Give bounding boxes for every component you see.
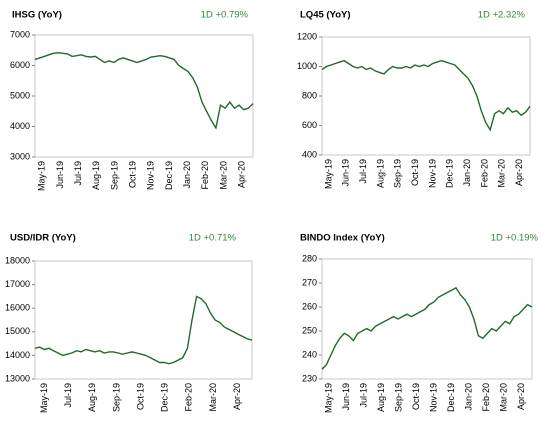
x-tick-label: Jan-20 [462,159,472,187]
x-tick-label: Dec-19 [446,383,456,412]
x-tick-label: Sep-19 [111,383,121,412]
x-tick-label: Oct-19 [410,159,420,186]
x-tick-label: Jan-20 [182,161,192,189]
x-tick-label: Dec-19 [164,161,174,190]
x-tick-label: Mar-20 [218,161,228,190]
y-tick-label: 3000 [10,151,30,161]
chart-panel: LQ45 (YoY) 1D +2.32% 400 600 800 1000 1200 May-… [297,10,531,189]
x-tick-label: Aug-19 [375,159,385,188]
x-tick-label: Mar-20 [497,159,507,188]
chart-panel: USD/IDR (YoY) 1D +0.71% 13000 14000 15000 160… [5,233,253,413]
x-tick-label: Nov-19 [427,159,437,188]
change-label: 1D +0.79% [201,10,249,21]
y-tick-label: 17000 [5,279,30,289]
x-tick-label: Sep-19 [109,161,119,190]
x-tick-label: Feb-20 [481,383,491,412]
x-tick-label: Jun-19 [55,161,65,189]
series-line [321,59,531,132]
x-tick-label: Dec-19 [160,383,170,412]
y-tick-label: 250 [302,325,317,335]
x-tick-label: Jul-19 [358,383,368,408]
x-tick-label: Feb-20 [200,161,210,190]
series-line [34,51,254,130]
x-tick-label: Sep-19 [393,159,403,188]
x-tick-label: Aug-19 [87,383,97,412]
x-tick-label: Apr-20 [236,161,246,188]
chart-panel: BINDO Index (YoY) 1D +0.19% 230 240 250 260 27… [300,233,539,414]
y-tick-label: 270 [302,277,317,287]
x-tick-label: Nov-19 [146,161,156,190]
y-tick-label: 15000 [5,326,30,336]
y-tick-label: 6000 [10,60,30,70]
chart-title: USD/IDR (YoY) [10,233,76,244]
x-tick-label: Sep-19 [393,383,403,412]
x-tick-label: Jan-20 [463,383,473,411]
y-tick-label: 5000 [10,90,30,100]
x-tick-label: May-19 [37,161,47,191]
x-tick-label: May-19 [323,159,333,189]
x-tick-label: Apr-20 [516,383,526,410]
x-tick-label: Jun-19 [341,159,351,187]
y-tick-label: 18000 [5,255,30,265]
x-tick-label: Mar-20 [498,383,508,412]
y-tick-label: 14000 [5,350,30,360]
chart-panel: IHSG (YoY) 1D +0.79% 3000 4000 5000 6000 7000 M… [10,10,254,191]
x-tick-label: Oct-19 [411,383,421,410]
y-tick-label: 1200 [297,31,317,41]
x-tick-label: Jun-19 [341,383,351,411]
change-label: 1D +0.19% [491,233,539,244]
change-label: 1D +2.32% [478,10,526,21]
y-tick-label: 400 [302,149,317,159]
plot-frame [321,258,533,380]
chart-title: IHSG (YoY) [12,10,62,21]
chart-title: LQ45 (YoY) [300,10,351,21]
series-line [321,286,533,370]
x-tick-label: May-19 [323,383,333,413]
x-tick-label: Apr-20 [514,159,524,186]
x-tick-label: Aug-19 [376,383,386,412]
x-tick-label: Feb-20 [479,159,489,188]
y-tick-label: 4000 [10,121,30,131]
x-tick-label: Aug-19 [91,161,101,190]
y-tick-label: 800 [302,90,317,100]
series-line [34,295,253,365]
chart-title: BINDO Index (YoY) [300,233,385,244]
plot-frame [321,36,531,156]
y-tick-label: 1000 [297,61,317,71]
x-tick-label: Feb-20 [184,383,194,412]
x-tick-label: Jul-19 [358,159,368,184]
x-tick-label: Nov-19 [428,383,438,412]
y-tick-label: 280 [302,253,317,263]
y-tick-label: 7000 [10,29,30,39]
y-tick-label: 240 [302,349,317,359]
y-tick-label: 13000 [5,373,30,383]
x-tick-label: May-19 [39,383,49,413]
y-tick-label: 230 [302,373,317,383]
x-tick-label: Jul-19 [73,161,83,186]
change-label: 1D +0.71% [189,233,237,244]
x-tick-label: Jul-19 [63,383,73,408]
x-tick-label: Apr-20 [232,383,242,410]
x-tick-label: Dec-19 [445,159,455,188]
y-tick-label: 600 [302,120,317,130]
y-tick-label: 16000 [5,303,30,313]
y-tick-label: 260 [302,301,317,311]
x-tick-label: Oct-19 [135,383,145,410]
plot-frame [34,260,253,380]
x-tick-label: Mar-20 [208,383,218,412]
x-tick-label: Oct-19 [127,161,137,188]
